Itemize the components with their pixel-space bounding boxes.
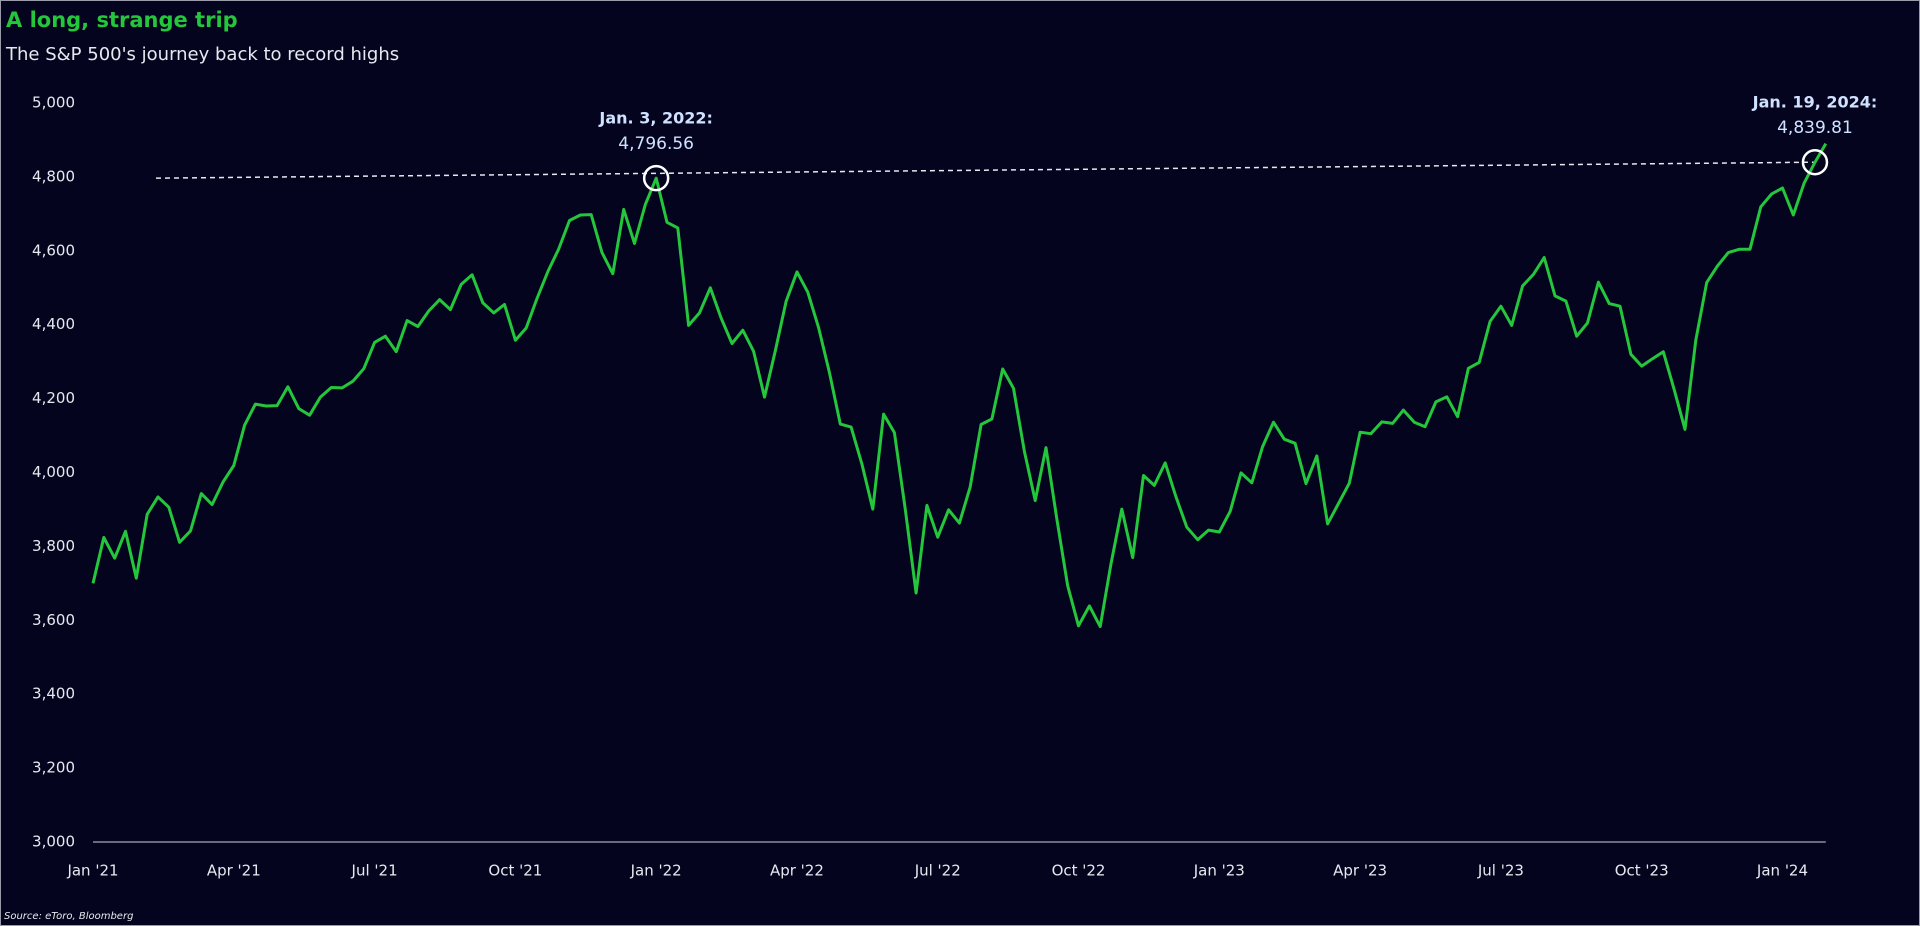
reference-line [155, 161, 1815, 179]
x-tick-label: Jan '23 [1193, 862, 1245, 880]
x-tick-label: Oct '21 [488, 862, 542, 880]
source: Source: eToro, Bloomberg [4, 911, 133, 922]
annotation-marker [642, 164, 670, 192]
y-tick-label: 3,600 [32, 611, 75, 629]
line-series [91, 142, 1828, 629]
x-tick-label: Apr '21 [207, 862, 261, 880]
y-tick-label: 4,600 [32, 241, 75, 259]
y-tick-label: 3,400 [32, 685, 75, 703]
y-tick-label: 3,800 [32, 537, 75, 555]
x-tick-label: Apr '22 [770, 862, 824, 880]
annotation-value: 4,796.56 [618, 134, 694, 154]
x-tick-label: Jan '24 [1756, 862, 1808, 880]
x-tick-label: Apr '23 [1333, 862, 1387, 880]
x-tick-label: Jul '23 [1477, 862, 1524, 880]
annotation-marker [1801, 148, 1829, 176]
chart-title: A long, strange trip [6, 8, 238, 32]
chart-subtitle: The S&P 500's journey back to record hig… [5, 44, 399, 65]
annotation-title: Jan. 3, 2022: [598, 109, 713, 128]
y-tick-label: 4,800 [32, 167, 75, 185]
x-tick-label: Jul '22 [914, 862, 961, 880]
y-tick-label: 3,200 [32, 759, 75, 777]
y-tick-label: 4,200 [32, 389, 75, 407]
x-tick-label: Jan '21 [66, 862, 118, 880]
y-tick-label: 5,000 [32, 94, 75, 112]
annotation-title: Jan. 19, 2024: [1752, 93, 1878, 112]
x-tick-label: Jan '22 [630, 862, 682, 880]
y-tick-label: 3,000 [32, 833, 75, 851]
x-tick-label: Oct '22 [1052, 862, 1106, 880]
y-tick-label: 4,400 [32, 315, 75, 333]
x-tick-label: Oct '23 [1615, 862, 1669, 880]
x-tick-label: Jul '21 [351, 862, 398, 880]
y-tick-label: 4,000 [32, 463, 75, 481]
annotation-value: 4,839.81 [1777, 118, 1853, 138]
